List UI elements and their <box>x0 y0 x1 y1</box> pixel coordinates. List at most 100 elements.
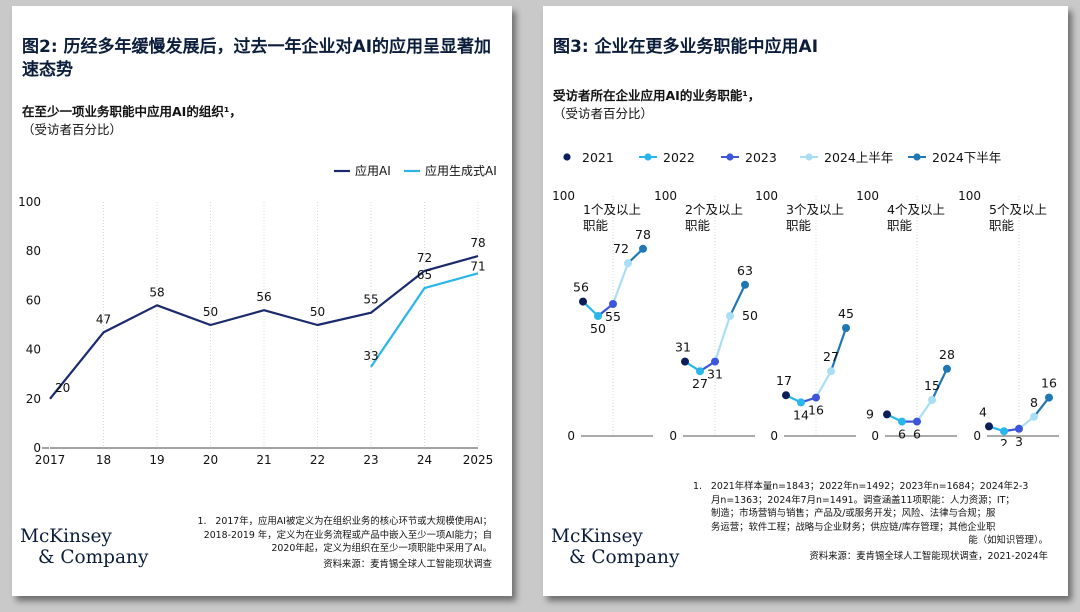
left-source: 资料来源：麦肯锡全球人工智能现状调查 <box>323 558 492 570</box>
y-tick-label: 100 <box>18 195 41 209</box>
left-footnote-line: 2018-2019 年，定义为在业务流程或产品中嵌入至少一项AI能力；自 <box>203 529 492 541</box>
y-tick-label: 100 <box>856 189 879 203</box>
data-point <box>681 357 689 366</box>
data-point <box>609 300 617 308</box>
legend-swatch <box>805 153 813 161</box>
series-line-genai <box>370 272 479 368</box>
right-source: 资料来源：麦肯锡全球人工智能现状调查，2021-2024年 <box>809 550 1048 562</box>
data-label: 16 <box>1041 376 1057 391</box>
data-label-ai: 78 <box>470 236 485 250</box>
left-chart-panel: 图2: 历经多年缓慢发展后，过去一年企业对AI的应用呈显著加速态势 在至少一项业… <box>12 6 512 596</box>
panel-label: 职能 <box>685 218 711 233</box>
data-label-ai: 58 <box>149 285 164 299</box>
y-tick-label: 0 <box>770 429 778 443</box>
panel-label: 2个及以上 <box>685 202 743 217</box>
data-point <box>639 244 647 253</box>
data-label: 50 <box>742 308 758 323</box>
data-point <box>1045 393 1053 402</box>
x-tick-label: 20 <box>203 453 218 466</box>
data-label: 28 <box>939 347 955 362</box>
data-point <box>1030 412 1038 421</box>
y-tick-label: 0 <box>871 429 879 443</box>
x-tick-label: 24 <box>417 453 432 466</box>
data-label-genai: 71 <box>470 259 485 273</box>
legend-label: 2024下半年 <box>932 150 1001 165</box>
data-point <box>741 280 749 289</box>
legend-label: 2024上半年 <box>824 150 893 165</box>
data-label: 16 <box>808 403 824 418</box>
data-point <box>842 324 850 332</box>
y-tick-label: 100 <box>552 189 575 203</box>
mckinsey-logo: McKinsey & Company <box>551 526 679 568</box>
data-label: 8 <box>1030 395 1038 410</box>
legend-swatch <box>644 153 652 161</box>
y-tick-label: 0 <box>973 429 981 443</box>
series-segment <box>611 262 630 305</box>
x-tick-label: 21 <box>256 453 271 466</box>
data-point <box>898 417 906 426</box>
panel-label: 职能 <box>786 218 812 233</box>
x-tick-label: 2025 <box>463 453 494 466</box>
y-tick-label: 20 <box>26 392 41 406</box>
y-tick-label: 60 <box>26 293 41 307</box>
data-label: 17 <box>776 373 792 388</box>
data-label-ai: 50 <box>310 305 325 319</box>
data-point <box>883 410 891 419</box>
y-tick-label: 80 <box>26 244 41 258</box>
panel-label: 4个及以上 <box>887 202 945 217</box>
panel-label: 3个及以上 <box>786 202 844 217</box>
data-label-ai: 55 <box>363 293 378 307</box>
series-segment <box>829 327 848 372</box>
data-point <box>827 367 835 376</box>
data-label: 27 <box>823 349 839 364</box>
data-label: 6 <box>913 427 921 442</box>
x-tick-label: 19 <box>149 453 164 466</box>
panel-label: 职能 <box>887 218 913 233</box>
panel-label: 职能 <box>989 218 1015 233</box>
legend-label: 2021 <box>582 150 614 165</box>
data-point <box>726 312 734 320</box>
y-tick-label: 100 <box>755 189 778 203</box>
data-label: 14 <box>793 407 809 422</box>
y-tick-label: 40 <box>26 343 41 357</box>
data-point <box>913 417 921 426</box>
data-point <box>594 312 602 320</box>
series-segment <box>1033 396 1050 418</box>
data-point <box>1015 424 1023 433</box>
legend-swatch <box>563 153 571 161</box>
x-tick-label: 23 <box>363 453 378 466</box>
data-point <box>711 357 719 366</box>
left-chart-unit: （受访者百分比） <box>22 122 123 137</box>
logo-line: & Company <box>38 547 149 568</box>
legend-label-genai: 应用生成式AI <box>425 163 497 178</box>
data-label: 31 <box>707 367 723 382</box>
right-chart-panel: 图3: 企业在更多业务职能中应用AI 受访者所在企业应用AI的业务职能¹， （受… <box>543 6 1068 596</box>
x-tick-label: 22 <box>310 453 325 466</box>
data-label-ai: 20 <box>55 381 70 395</box>
right-footnote-line: 务运营；软件工程；战略与企业财务；供应链/库存管理；其他企业职 <box>711 521 996 533</box>
data-label: 6 <box>898 427 906 442</box>
x-tick-label: 2017 <box>35 453 66 466</box>
y-tick-label: 100 <box>958 189 981 203</box>
left-footnote: 1. 2017年，应用AI被定义为在组织业务的核心环节或大规模使用AI； 201… <box>152 515 492 571</box>
data-label-genai: 33 <box>363 349 378 363</box>
data-label: 55 <box>605 309 621 324</box>
left-footnote-line: 1. 2017年，应用AI被定义为在组织业务的核心环节或大规模使用AI； <box>197 516 492 527</box>
legend-label: 2023 <box>745 150 777 165</box>
data-label-ai: 72 <box>417 251 432 265</box>
data-label: 45 <box>838 306 854 321</box>
data-point <box>928 396 936 404</box>
data-point <box>1000 427 1008 436</box>
series-segment <box>815 370 832 399</box>
panel-label: 职能 <box>583 218 609 233</box>
data-label-genai: 65 <box>417 268 432 282</box>
series-segment <box>729 284 746 317</box>
y-tick-label: 0 <box>669 429 677 443</box>
data-point <box>782 391 790 400</box>
legend-swatch <box>726 153 734 161</box>
right-footnote-line: 制造；市场营销与销售；产品及/或服务开发；风险、法律与合规；服 <box>711 508 996 519</box>
y-tick-label: 0 <box>33 441 41 455</box>
right-footnote-line: 1. 2021年样本量n=1843；2022年n=1492；2023年n=168… <box>693 481 1029 492</box>
mckinsey-logo: McKinsey & Company <box>20 526 148 568</box>
